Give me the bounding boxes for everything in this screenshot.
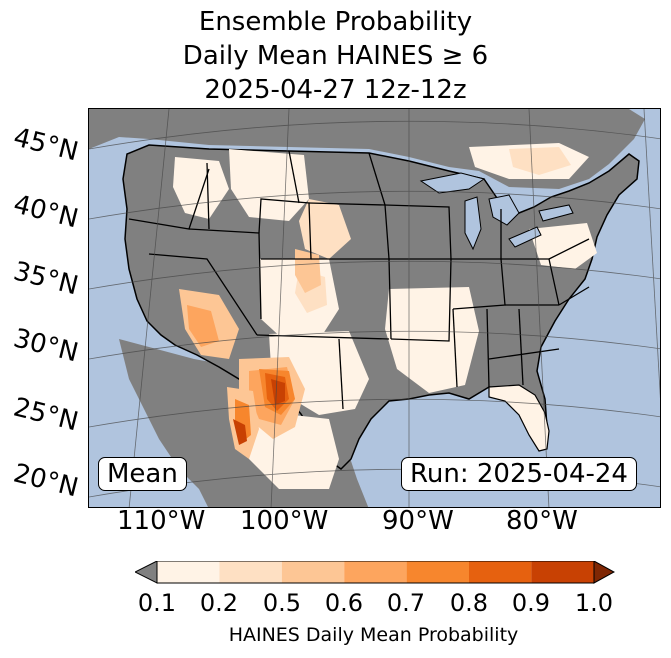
colorbar-bin-2 <box>219 561 282 583</box>
colorbar-label: HAINES Daily Mean Probability <box>228 624 519 646</box>
colorbar-bin-6 <box>469 561 532 583</box>
map-svg <box>89 109 660 507</box>
title-line-1: Ensemble Probability <box>198 7 473 37</box>
map-panel <box>88 108 661 508</box>
colorbar-tick-0.7: 0.7 <box>386 589 426 617</box>
florida <box>488 384 550 452</box>
colorbar-over-arrow <box>593 561 615 584</box>
colorbar <box>135 561 615 584</box>
lon-label-110: 110°W <box>117 506 206 536</box>
lat-label-30: 30°N <box>10 323 82 369</box>
colorbar-bin-4 <box>344 561 407 583</box>
colorbar-bin-1 <box>157 561 220 583</box>
lat-label-40: 40°N <box>10 189 82 235</box>
great-lakes <box>419 172 574 251</box>
state-borders <box>128 150 590 410</box>
colorbar-bin-5 <box>406 561 469 583</box>
title-line-3: 2025-04-27 12z-12z <box>204 75 467 105</box>
colorbar-bin-7 <box>531 561 594 583</box>
lat-label-25: 25°N <box>10 392 82 438</box>
colorbar-tick-0.6: 0.6 <box>324 589 364 617</box>
lat-label-20: 20°N <box>10 458 82 504</box>
lat-label-45: 45°N <box>10 122 82 168</box>
lon-label-80: 80°W <box>506 506 578 536</box>
title-line-2: Daily Mean HAINES ≥ 6 <box>182 41 489 71</box>
lon-label-90: 90°W <box>382 506 454 536</box>
colorbar-tick-0.2: 0.2 <box>199 589 239 617</box>
lon-label-100: 100°W <box>240 506 329 536</box>
run-date-label: Run: 2025-04-24 <box>401 457 637 491</box>
lat-label-35: 35°N <box>10 256 82 302</box>
colorbar-under-arrow <box>135 561 158 584</box>
colorbar-tick-0.8: 0.8 <box>449 589 489 617</box>
colorbar-tick-0.5: 0.5 <box>262 589 302 617</box>
mean-label: Mean <box>98 457 187 491</box>
graticule <box>89 109 660 507</box>
colorbar-tick-1.0: 1.0 <box>574 589 614 617</box>
colorbar-tick-0.9: 0.9 <box>511 589 551 617</box>
colorbar-bin-3 <box>281 561 345 583</box>
colorbar-tick-0.1: 0.1 <box>137 589 177 617</box>
